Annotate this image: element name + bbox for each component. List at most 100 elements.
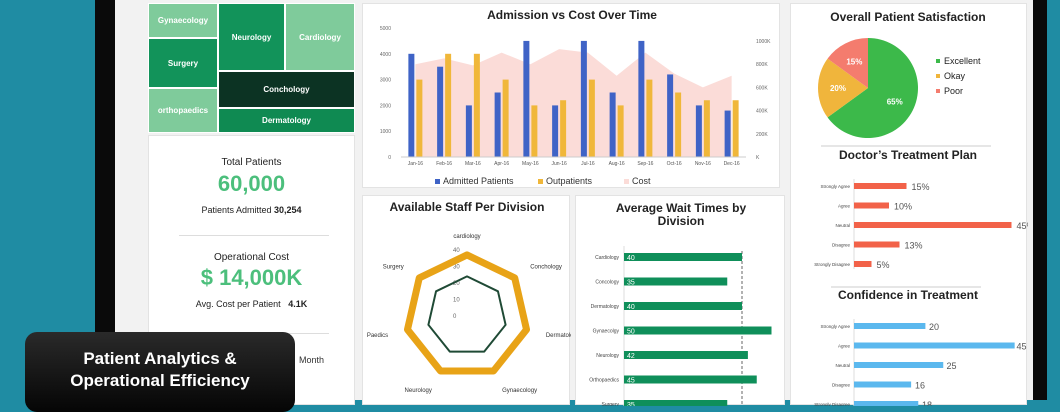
treemap-cell[interactable]: Dermatology bbox=[218, 108, 355, 133]
treemap-cell[interactable]: Surgery bbox=[148, 38, 218, 88]
wait-bar bbox=[624, 400, 728, 408]
bar-value: 35 bbox=[627, 280, 635, 287]
treatment-bar bbox=[854, 323, 926, 329]
category-label: Strongly Agree bbox=[820, 184, 850, 189]
y2-tick-label: 600K bbox=[756, 85, 768, 91]
slice-label: 20% bbox=[830, 84, 846, 93]
y-tick-label: 5000 bbox=[380, 26, 391, 32]
bar-value: 25 bbox=[947, 361, 957, 371]
wait-bar bbox=[624, 326, 772, 335]
bar-value: 42 bbox=[627, 353, 635, 360]
bar-value: 15% bbox=[912, 182, 930, 192]
outpatients-bar bbox=[531, 105, 538, 157]
treemap-cell[interactable]: Neurology bbox=[218, 3, 285, 71]
wait-bar bbox=[624, 253, 742, 261]
radar-series bbox=[427, 275, 507, 353]
pie-slice bbox=[827, 38, 918, 139]
category-label: Strongly Agree bbox=[820, 324, 850, 329]
patients-admitted: Patients Admitted 30,254 bbox=[149, 205, 354, 215]
month-label: Month bbox=[299, 355, 325, 365]
r-tick-label: 30 bbox=[453, 265, 460, 271]
wait-bar bbox=[624, 277, 728, 286]
bar-value: 35 bbox=[627, 402, 635, 406]
y2-tick-label: 1000K bbox=[756, 39, 771, 45]
bar-value: 50 bbox=[627, 329, 635, 336]
r-tick-label: 10 bbox=[453, 298, 460, 304]
admission-cost-chart: Admission vs Cost Over Time 0 1000 2000 3000… bbox=[362, 3, 780, 188]
axis-label: Gynaecology bbox=[502, 388, 537, 394]
treatment-bar bbox=[854, 261, 872, 267]
banner-line-1: Patient Analytics & bbox=[83, 349, 237, 368]
treemap-cell[interactable]: orthopaedics bbox=[148, 88, 218, 133]
category-label: Agree bbox=[838, 344, 851, 349]
y2-tick-label: 200K bbox=[756, 132, 768, 138]
outpatients-bar bbox=[502, 79, 509, 157]
chart-title: Admission vs Cost Over Time bbox=[487, 8, 657, 22]
treatment-bar bbox=[854, 342, 1015, 349]
admitted-bar bbox=[695, 105, 702, 157]
category-label: Strongly Disagree bbox=[814, 262, 850, 267]
x-tick-label: Sep-16 bbox=[637, 161, 653, 167]
outpatients-bar bbox=[588, 79, 595, 157]
legend-label: Poor bbox=[944, 86, 963, 96]
bar-value: 45% bbox=[1017, 221, 1029, 231]
legend-label: Okay bbox=[944, 71, 966, 81]
r-tick-label: 0 bbox=[453, 314, 457, 320]
y2-tick-label: 400K bbox=[756, 109, 768, 115]
pie-slice bbox=[818, 58, 868, 118]
category-label: Surgery bbox=[601, 402, 619, 406]
category-label: Concology bbox=[595, 280, 619, 286]
treemap-cell[interactable]: Conchology bbox=[218, 71, 355, 108]
outpatients-bar bbox=[675, 92, 682, 157]
y-tick-label: 0 bbox=[388, 155, 391, 161]
admitted-bar bbox=[494, 92, 501, 157]
admitted-value: 30,254 bbox=[274, 205, 302, 215]
admitted-bar bbox=[523, 40, 530, 157]
outpatients-bar bbox=[560, 100, 567, 157]
axis-label: cardiology bbox=[453, 234, 480, 240]
admitted-bar bbox=[609, 92, 616, 157]
wait-times-chart: Average Wait Times by Division 40 Cardiolog… bbox=[575, 195, 785, 409]
avg-cost: Avg. Cost per Patient 4.1K bbox=[149, 299, 354, 309]
bar-value: 13% bbox=[905, 241, 923, 251]
admitted-bar bbox=[667, 74, 674, 157]
dashboard: Gynaecology Neurology Cardiology Surgery… bbox=[115, 0, 1035, 410]
bar-value: 45 bbox=[1017, 342, 1027, 352]
x-tick-label: Jun-16 bbox=[551, 161, 567, 167]
outpatients-bar bbox=[703, 100, 710, 157]
banner-line-2: Operational Efficiency bbox=[70, 371, 250, 390]
y-tick-label: 2000 bbox=[380, 103, 391, 109]
chart-title: Overall Patient Satisfaction bbox=[830, 10, 985, 24]
avg-cost-label: Avg. Cost per Patient bbox=[195, 299, 281, 309]
axis-label: Conchology bbox=[530, 265, 562, 271]
slice-label: 15% bbox=[846, 57, 862, 66]
outpatients-bar bbox=[732, 100, 739, 157]
cost-area bbox=[415, 49, 732, 158]
x-tick-label: Apr-16 bbox=[494, 161, 509, 167]
legend-label: Cost bbox=[632, 176, 651, 186]
treemap-cell[interactable]: Gynaecology bbox=[148, 3, 218, 38]
x-tick-label: Jul-16 bbox=[581, 161, 595, 167]
treatment-bar bbox=[854, 381, 912, 388]
x-tick-label: Oct-16 bbox=[667, 161, 682, 167]
x-tick-label: May-16 bbox=[522, 161, 539, 167]
x-tick-label: Mar-16 bbox=[465, 161, 481, 167]
y2-tick-label: K bbox=[756, 155, 760, 161]
radar-series bbox=[403, 251, 531, 375]
operational-cost-label: Operational Cost bbox=[213, 252, 290, 263]
slice-label: 65% bbox=[887, 98, 903, 107]
treemap-cell[interactable]: Cardiology bbox=[285, 3, 355, 71]
bar-value: 40 bbox=[627, 255, 635, 262]
wait-bar bbox=[624, 375, 757, 384]
total-patients-label: Total Patients bbox=[221, 157, 282, 168]
right-column: Overall Patient Satisfaction 65% Excellent… bbox=[790, 3, 1035, 410]
outpatients-bar bbox=[646, 79, 653, 157]
admitted-bar bbox=[724, 110, 731, 157]
legend-swatch bbox=[936, 59, 940, 63]
total-patients-value: 60,000 bbox=[217, 171, 286, 196]
operational-cost-value: $ 14,000K bbox=[200, 265, 303, 290]
bar-value: 18 bbox=[922, 400, 932, 406]
admitted-bar bbox=[552, 105, 559, 157]
legend-label: Admitted Patients bbox=[443, 176, 514, 186]
x-tick-label: Nov-16 bbox=[695, 161, 711, 167]
